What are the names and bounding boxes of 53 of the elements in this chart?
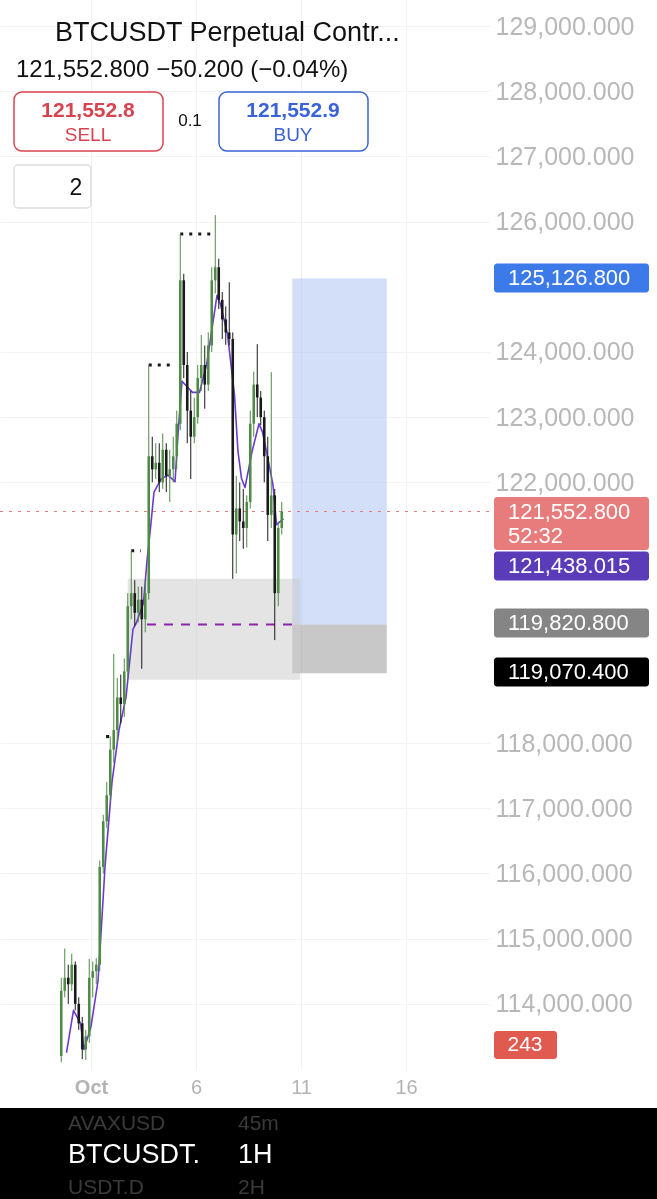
y-tick-label: 118,000.000: [495, 728, 633, 757]
annotation: 121,552.8: [41, 98, 136, 121]
text: 119,820.800: [508, 610, 629, 635]
text: 1H: [238, 1139, 273, 1169]
candlestick: [203, 344, 207, 410]
y-tick-label: 122,000.000: [495, 467, 635, 496]
y-tick-label: 126,000.000: [495, 207, 635, 236]
text: BTCUSDT Perpetual Contr...: [55, 17, 400, 47]
y-tick-label: 114,000.000: [495, 989, 633, 1018]
text: 121,438.015: [508, 553, 631, 578]
text: BTCUSDT.: [68, 1139, 201, 1169]
candlestick: [140, 586, 144, 670]
x-tick-label: 16: [395, 1075, 418, 1098]
y-tick-label: 123,000.000: [495, 402, 635, 431]
annotation: 121,552.9: [246, 98, 340, 121]
candlestick: [213, 214, 217, 294]
y-tick-label: 129,000.000: [495, 11, 635, 40]
y-tick-label: 116,000.000: [495, 858, 633, 887]
candlestick: [136, 586, 140, 623]
y-tick-label: 117,000.000: [495, 793, 633, 822]
x-tick-label: 11: [291, 1075, 312, 1098]
y-tick-label: 127,000.000: [495, 141, 635, 170]
text: 125,126.800: [508, 265, 631, 290]
candlestick: [154, 442, 158, 480]
candlestick: [269, 371, 273, 529]
candlestick: [157, 442, 161, 493]
text: USDT.D: [68, 1175, 144, 1198]
y-tick-label: 115,000.000: [495, 924, 633, 953]
candlestick: [129, 550, 133, 620]
ref-line-label: 121,552.800 52:32: [508, 499, 631, 548]
candlestick: [70, 953, 74, 992]
candlestick: [150, 436, 154, 483]
annotation: SELL: [64, 124, 112, 145]
y-tick-label: 128,000.000: [495, 76, 635, 105]
candlestick: [199, 334, 203, 392]
text: 2H: [238, 1175, 265, 1198]
text: 243: [507, 1032, 543, 1055]
y-tick-label: 124,000.000: [495, 337, 635, 366]
annotation: BUY: [273, 124, 313, 145]
text: 121,552.800 −50.200 (−0.04%): [16, 55, 349, 82]
x-tick-label: 6: [190, 1075, 203, 1098]
annotation: 2: [69, 174, 83, 200]
text: 119,070.400: [508, 659, 629, 684]
text: AVAXUSD: [68, 1111, 166, 1134]
x-tick-label: Oct: [74, 1075, 109, 1098]
candlestick: [241, 488, 245, 550]
candlestick: [168, 449, 172, 503]
candlestick: [119, 674, 123, 725]
candlestick: [66, 964, 70, 1005]
candlestick: [238, 481, 242, 542]
candlestick: [84, 1029, 88, 1061]
text: 45m: [238, 1111, 279, 1134]
annotation: 0.1: [178, 111, 202, 130]
